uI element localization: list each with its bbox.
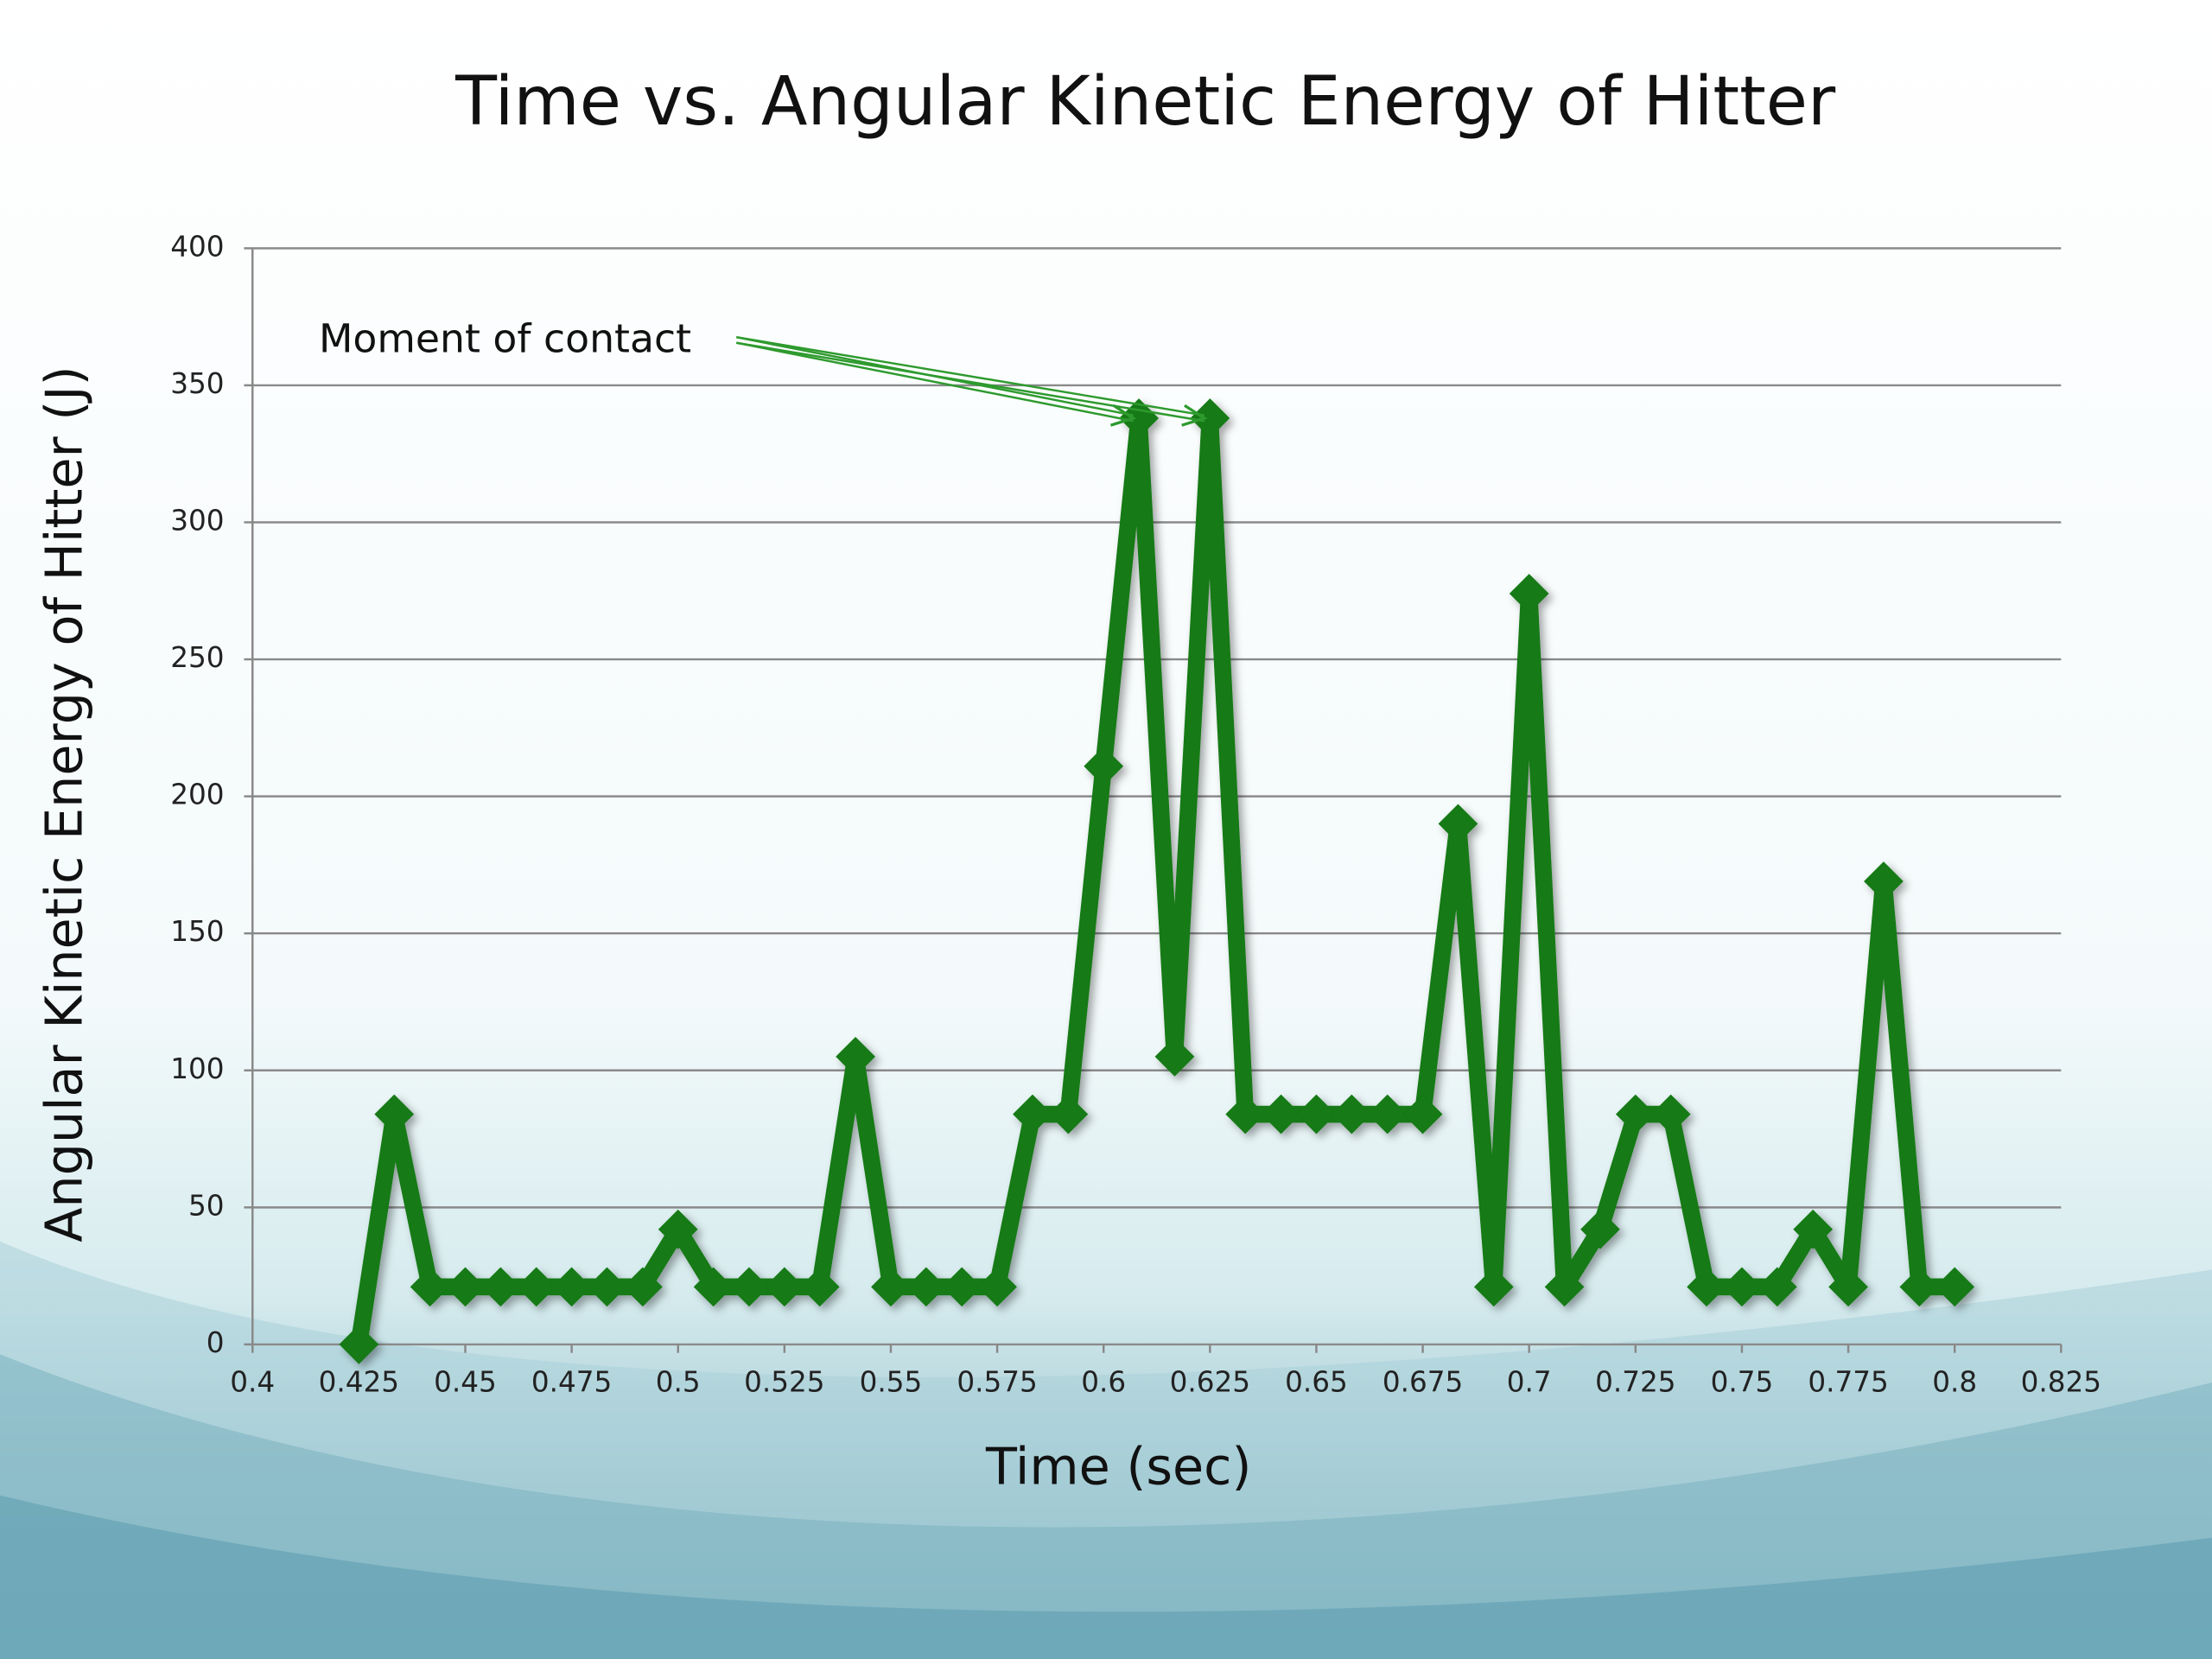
point	[1367, 1094, 1408, 1135]
point	[906, 1267, 946, 1307]
point	[445, 1267, 486, 1307]
point	[1190, 398, 1230, 438]
x-tick-label: 0.75	[1711, 1366, 1774, 1399]
wave	[0, 1495, 2212, 1659]
point	[480, 1267, 521, 1307]
point	[942, 1267, 982, 1307]
x-tick-label: 0.675	[1382, 1366, 1463, 1399]
x-tick-label: 0.8	[1932, 1366, 1977, 1399]
point	[1544, 1267, 1585, 1307]
point	[977, 1267, 1017, 1307]
point	[729, 1267, 769, 1307]
x-tick-label: 0.6	[1081, 1366, 1126, 1399]
point	[1828, 1267, 1868, 1307]
point	[1650, 1094, 1691, 1135]
x-tick-label: 0.55	[860, 1366, 923, 1399]
point	[1154, 1037, 1195, 1077]
point	[374, 1094, 415, 1135]
point	[339, 1325, 379, 1364]
x-tick-label: 0.425	[319, 1366, 399, 1399]
y-tick-label: 350	[170, 367, 224, 400]
y-tick-label: 300	[170, 504, 224, 537]
x-axis-label: Time (sec)	[985, 1436, 1251, 1496]
point	[1438, 804, 1478, 844]
point	[1402, 1094, 1443, 1135]
point	[1615, 1094, 1656, 1135]
y-tick-label: 200	[170, 779, 224, 811]
point	[1296, 1094, 1337, 1135]
x-tick-label: 0.725	[1595, 1366, 1675, 1399]
point	[1935, 1267, 1975, 1307]
wave	[0, 1354, 2212, 1659]
y-axis-label: Angular Kinetic Energy of Hitter (J)	[34, 365, 93, 1242]
point	[410, 1267, 450, 1307]
point	[871, 1267, 911, 1307]
point	[1084, 746, 1124, 786]
x-tick-label: 0.475	[531, 1366, 612, 1399]
point	[587, 1267, 627, 1307]
point	[1013, 1094, 1052, 1135]
annotation-arrow	[736, 335, 1205, 416]
x-tick-label: 0.775	[1808, 1366, 1888, 1399]
point	[799, 1267, 840, 1307]
x-tick-label: 0.525	[744, 1366, 824, 1399]
point	[764, 1267, 804, 1307]
x-tick-label: 0.825	[2021, 1366, 2101, 1399]
point	[1473, 1267, 1514, 1307]
annotation-arrowhead	[1181, 404, 1208, 427]
point	[1048, 1094, 1089, 1135]
annotation: Moment of contact	[319, 316, 691, 362]
point	[1687, 1267, 1726, 1307]
y-tick-label: 250	[170, 641, 224, 674]
x-tick-label: 0.575	[957, 1366, 1037, 1399]
point	[658, 1209, 698, 1249]
y-tick-label: 400	[170, 230, 224, 263]
y-tick-label: 50	[188, 1189, 225, 1222]
point	[1332, 1094, 1372, 1135]
point	[693, 1267, 734, 1307]
x-tick-label: 0.625	[1170, 1366, 1250, 1399]
x-tick-label: 0.7	[1507, 1366, 1552, 1399]
annotation-arrowhead	[1109, 404, 1137, 427]
point	[1580, 1209, 1620, 1249]
y-tick-label: 0	[207, 1326, 225, 1359]
x-tick-label: 0.65	[1285, 1366, 1348, 1399]
x-tick-label: 0.4	[230, 1366, 275, 1399]
point	[1722, 1267, 1762, 1307]
y-tick-label: 150	[170, 915, 224, 948]
point	[516, 1267, 556, 1307]
point	[1225, 1094, 1266, 1135]
x-tick-label: 0.5	[656, 1366, 701, 1399]
point	[551, 1267, 592, 1307]
point	[1793, 1209, 1834, 1249]
annotation-arrow	[736, 341, 1205, 423]
point	[836, 1037, 875, 1077]
chart-title: Time vs. Angular Kinetic Energy of Hitte…	[454, 62, 1836, 141]
x-tick-label: 0.45	[434, 1366, 497, 1399]
point	[1261, 1094, 1301, 1135]
point	[1757, 1267, 1797, 1307]
point	[1509, 574, 1549, 613]
annotation-arrow	[736, 341, 1134, 423]
point	[1864, 861, 1904, 901]
y-tick-label: 100	[170, 1052, 224, 1085]
series	[339, 398, 1975, 1364]
point	[622, 1267, 663, 1307]
